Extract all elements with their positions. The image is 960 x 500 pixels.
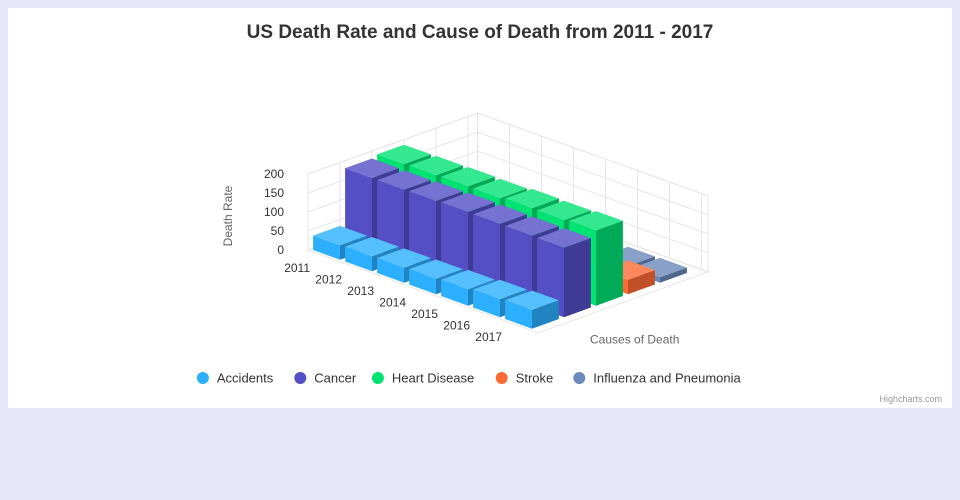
legend-label: Accidents (217, 371, 274, 386)
column-top-face (441, 269, 495, 290)
column-accidents-2017[interactable] (505, 290, 559, 329)
x-tick-label: 2017 (475, 330, 502, 344)
legend-label: Cancer (314, 371, 357, 386)
column-top-face (377, 170, 431, 190)
column-front-face (505, 300, 532, 329)
column-top-face (377, 144, 431, 165)
column-front-face (377, 180, 404, 260)
column-front-face (345, 168, 372, 249)
columns (313, 144, 687, 329)
y-tick-label: 0 (277, 243, 284, 257)
column-top-face (409, 259, 463, 279)
column-top-face (441, 192, 495, 212)
x-tick-label: 2016 (443, 318, 470, 332)
column-top-face (537, 200, 591, 221)
x-tick-label: 2011 (284, 261, 310, 275)
y-tick-label: 100 (264, 205, 284, 219)
legend-marker (495, 372, 508, 384)
y-axis: 0 50 100 150 200 Death Rate (221, 167, 284, 257)
x-axis: 2011 2012 2013 2014 2015 2016 2017 Causes of De… (284, 261, 679, 347)
x-tick-label: 2014 (379, 295, 406, 309)
y-tick-label: 50 (271, 224, 285, 238)
column-top-face (313, 225, 367, 246)
legend-label: Influenza and Pneumonia (593, 371, 741, 386)
column-side-face (628, 270, 655, 295)
legend-label: Stroke (516, 371, 554, 386)
column-side-face (596, 220, 623, 306)
column-front-face (441, 202, 468, 283)
x-tick-label: 2012 (315, 272, 342, 286)
z-axis-title: Causes of Death (590, 332, 679, 346)
column-front-face (313, 235, 340, 260)
legend-item-heart-disease[interactable]: Heart Disease (371, 371, 474, 386)
credits-link[interactable]: Highcharts.com (879, 394, 942, 404)
column-front-face (409, 191, 436, 272)
column-front-face (345, 246, 372, 272)
column-top-face (473, 204, 527, 224)
column-side-face (532, 300, 559, 329)
column-top-face (345, 237, 399, 257)
column-top-face (473, 279, 527, 300)
column-front-face (473, 289, 500, 318)
column-top-face (345, 158, 399, 178)
column-top-face (377, 248, 431, 268)
column-top-face (505, 216, 559, 236)
column-side-face (660, 267, 687, 283)
column-front-face (409, 269, 436, 295)
legend-marker (294, 372, 307, 384)
column-top-face (409, 181, 463, 201)
legend-item-influenza-and-pneumonia[interactable]: Influenza and Pneumonia (573, 371, 742, 386)
legend-marker (196, 372, 209, 384)
column-front-face (377, 258, 404, 283)
x-tick-label: 2015 (411, 307, 438, 321)
chart-title: US Death Rate and Cause of Death from 20… (246, 22, 714, 43)
column-top-face (569, 211, 623, 231)
column-top-face (441, 167, 495, 187)
y-axis-title: Death Rate (221, 185, 235, 246)
legend-marker (371, 372, 384, 384)
legend-label: Heart Disease (392, 371, 474, 386)
legend-item-accidents[interactable]: Accidents (196, 371, 274, 386)
column-top-face (537, 228, 591, 248)
legend: Accidents Cancer Heart Disease Stroke Influe… (196, 371, 742, 386)
column-top-face (505, 290, 559, 310)
y-tick-label: 200 (264, 167, 284, 181)
x-tick-label: 2013 (347, 284, 374, 298)
y-tick-label: 150 (264, 186, 284, 200)
legend-marker (573, 372, 586, 384)
legend-item-stroke[interactable]: Stroke (495, 371, 554, 386)
column-top-face (473, 178, 527, 199)
column-cancer-2017[interactable] (537, 228, 591, 318)
column-top-face (409, 155, 463, 176)
column-front-face (441, 279, 468, 306)
legend-item-cancer[interactable]: Cancer (294, 371, 357, 386)
chart-card: US Death Rate and Cause of Death from 20… (8, 8, 952, 408)
column-side-face (564, 238, 591, 318)
column-top-face (505, 188, 559, 209)
